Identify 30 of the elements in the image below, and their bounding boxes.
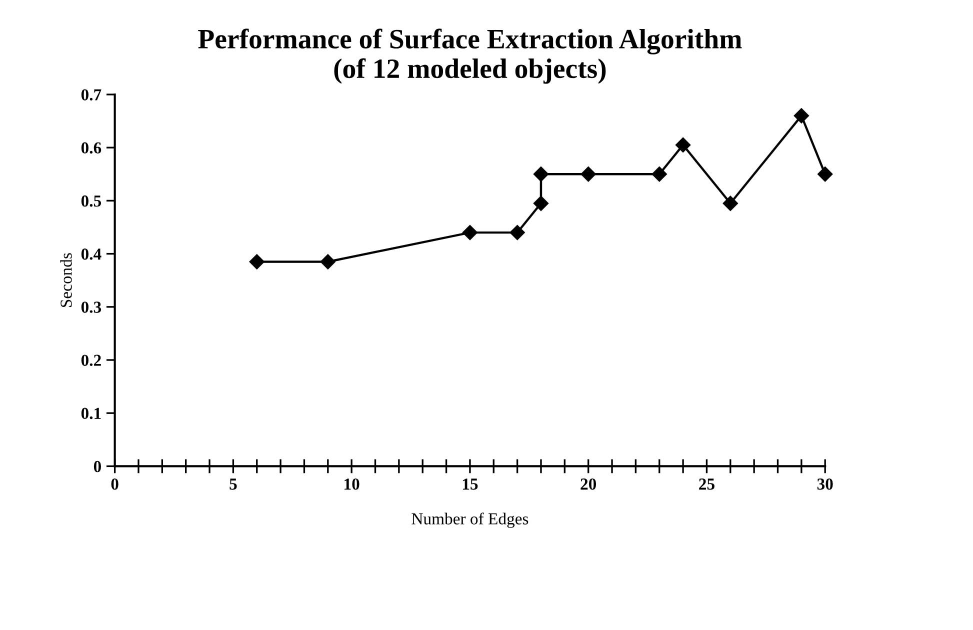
point: [510, 224, 525, 240]
y-tick-label: 0.4: [81, 248, 102, 260]
point: [722, 196, 738, 211]
chart-title: Performance of Surface Extraction Algorithm (of 12 modeled objects): [198, 28, 742, 84]
point: [794, 108, 809, 124]
x-tick-label: 0: [111, 478, 118, 490]
y-tick-label: 0.1: [81, 408, 101, 420]
y-tick-label: 0.2: [81, 354, 101, 366]
x-tick-label: 25: [699, 478, 714, 490]
point: [533, 196, 549, 211]
x-axis-title: Number of Edges: [412, 512, 528, 528]
x-tick-label: 10: [344, 478, 360, 490]
x-tick-label: 15: [462, 478, 478, 490]
x-tick-label: 5: [230, 478, 237, 490]
y-axis-title: Seconds: [60, 253, 72, 308]
point: [580, 166, 596, 182]
y-tick-label: 0.3: [81, 302, 102, 313]
point: [462, 224, 478, 240]
point: [533, 166, 549, 182]
point: [675, 137, 691, 153]
y-tick-label: 0: [94, 460, 101, 472]
x-tick-label: 30: [817, 478, 833, 490]
y-tick-label: 0.7: [81, 89, 102, 101]
point: [320, 254, 336, 270]
x-tick-label: 20: [580, 478, 596, 490]
y-tick-label: 0.5: [81, 195, 102, 207]
point: [249, 254, 264, 270]
y-tick-label: 0.6: [81, 142, 102, 154]
point: [818, 166, 833, 182]
point: [652, 166, 667, 182]
